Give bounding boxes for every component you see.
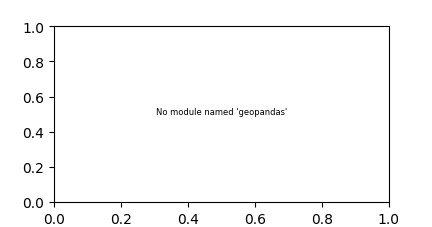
Text: No module named 'geopandas': No module named 'geopandas' bbox=[156, 108, 287, 117]
